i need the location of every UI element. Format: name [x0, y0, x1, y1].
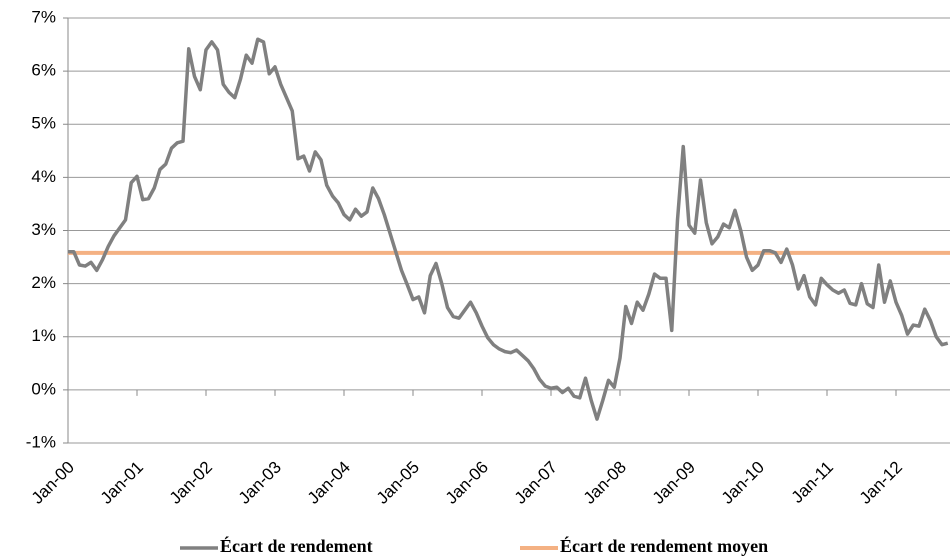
y-tick-label: 7%: [31, 7, 56, 26]
x-tick-label: Jan-00: [28, 458, 78, 508]
x-tick-label: Jan-11: [788, 458, 837, 507]
x-tick-label: Jan-07: [511, 458, 561, 508]
y-tick-label: 0%: [31, 379, 56, 398]
legend-label: Écart de rendement: [220, 535, 373, 556]
x-tick-label: Jan-05: [373, 458, 423, 508]
x-tick-label: Jan-02: [166, 458, 216, 508]
data-line: [68, 37, 949, 421]
y-tick-label: 3%: [31, 220, 56, 239]
y-tick-label: 1%: [31, 326, 56, 345]
x-tick-label: Jan-01: [97, 458, 147, 508]
x-tick-label: Jan-03: [235, 458, 285, 508]
x-tick-label: Jan-12: [856, 458, 906, 508]
legend-label: Écart de rendement moyen: [560, 535, 768, 556]
x-tick-label: Jan-04: [304, 458, 354, 508]
y-tick-label: 4%: [31, 167, 56, 186]
y-tick-label: -1%: [26, 432, 56, 451]
y-tick-label: 2%: [31, 273, 56, 292]
y-tick-label: 5%: [31, 114, 56, 133]
y-tick-label: 6%: [31, 61, 56, 80]
x-tick-label: Jan-10: [718, 458, 768, 508]
x-tick-label: Jan-06: [442, 458, 492, 508]
x-tick-label: Jan-08: [580, 458, 630, 508]
x-tick-label: Jan-09: [649, 458, 699, 508]
